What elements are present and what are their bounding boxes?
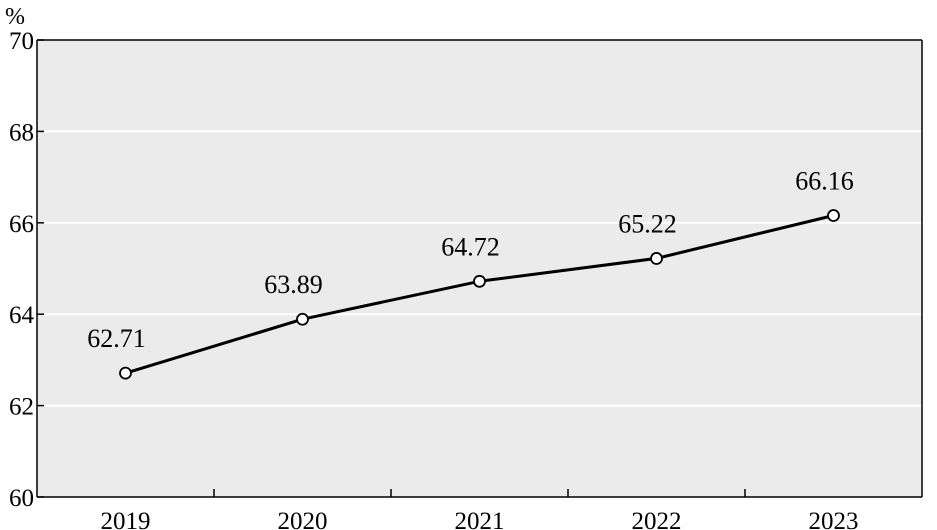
x-tick-label-2019: 2019	[101, 508, 151, 530]
data-point-2023	[827, 209, 840, 222]
data-label-2022: 65.22	[618, 209, 677, 238]
data-points	[119, 209, 840, 380]
data-point-2020	[296, 312, 309, 326]
x-tick-label-2022: 2022	[632, 508, 682, 530]
axis-ticks	[37, 39, 746, 498]
data-label-2020: 63.89	[264, 270, 323, 299]
data-label-2023: 66.16	[795, 166, 854, 195]
tick-labels: 60 62 64 66 68 70 2019 2020 2021 2022 2023	[9, 28, 859, 530]
axes	[36, 39, 923, 498]
data-labels: 62.71 63.89 64.72 65.22 66.16	[87, 166, 854, 353]
data-point-2019	[119, 366, 132, 380]
gridlines	[37, 130, 922, 407]
x-tick-label-2021: 2021	[455, 508, 505, 530]
x-tick-label-2023: 2023	[809, 508, 859, 530]
y-tick-label-62: 62	[9, 394, 34, 421]
y-tick-label-68: 68	[9, 119, 34, 146]
data-point-2022	[650, 252, 663, 265]
data-label-2019: 62.71	[87, 324, 146, 353]
y-tick-label-64: 64	[9, 302, 35, 329]
y-tick-label-60: 60	[9, 485, 34, 512]
y-tick-label-70: 70	[9, 28, 34, 55]
data-label-2021: 64.72	[441, 232, 500, 261]
y-tick-label-66: 66	[9, 211, 34, 238]
x-tick-label-2020: 2020	[278, 508, 328, 530]
data-point-2021	[473, 274, 486, 288]
plot-area	[37, 40, 922, 497]
y-axis-unit-label: %	[5, 4, 25, 30]
